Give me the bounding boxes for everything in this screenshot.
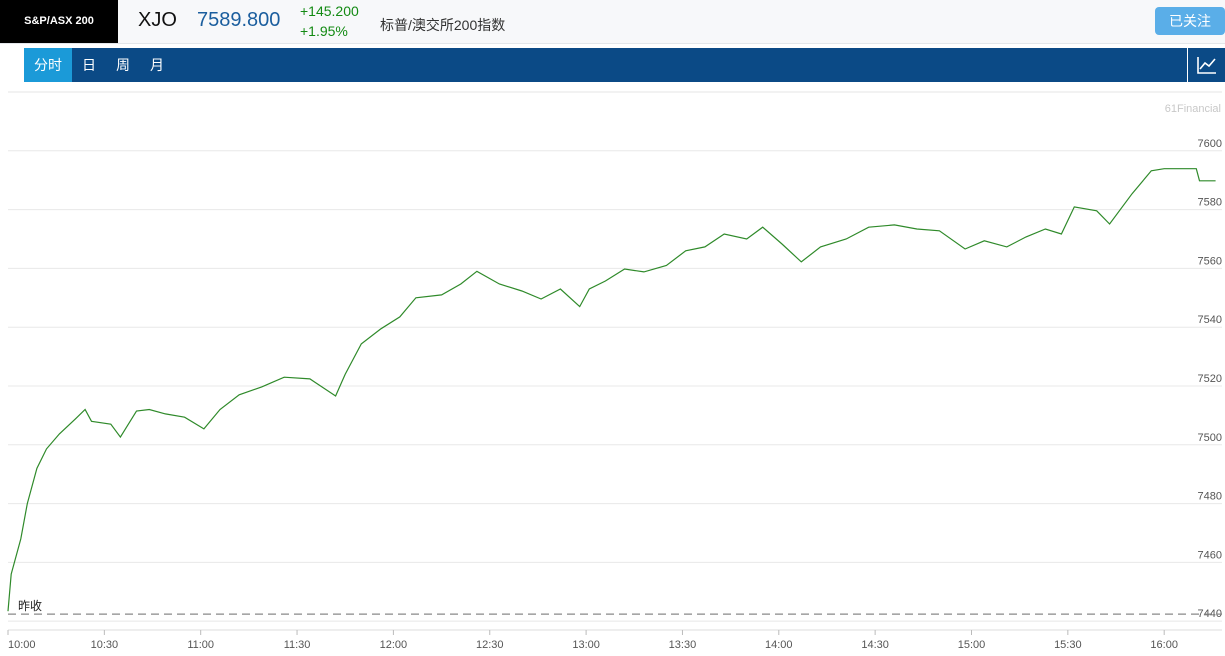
- chart-icon: [1197, 57, 1216, 74]
- x-tick-label: 12:00: [380, 639, 408, 651]
- nav-bar: [24, 48, 1187, 82]
- index-name: 标普/澳交所200指数: [380, 17, 506, 33]
- x-tick-label: 13:30: [669, 639, 697, 651]
- symbol: XJO: [138, 9, 177, 31]
- y-tick-label: 7460: [1198, 549, 1222, 561]
- x-tick-label: 10:30: [91, 639, 119, 651]
- y-tick-label: 7580: [1198, 197, 1222, 209]
- tab[interactable]: 周: [116, 57, 130, 73]
- x-tick-label: 12:30: [476, 639, 504, 651]
- x-tick-label: 10:00: [8, 639, 36, 651]
- follow-button[interactable]: 已关注: [1155, 7, 1225, 35]
- logo: S&P/ASX 200: [0, 0, 118, 43]
- x-tick-label: 16:00: [1150, 639, 1178, 651]
- y-tick-label: 7600: [1198, 138, 1222, 150]
- price-line: [7, 168, 1216, 612]
- y-tick-label: 7560: [1198, 255, 1222, 267]
- x-tick-label: 15:30: [1054, 639, 1082, 651]
- y-tick-label: 7500: [1198, 432, 1222, 444]
- tab[interactable]: 日: [82, 57, 96, 73]
- x-tick-label: 13:00: [572, 639, 600, 651]
- top-bar: [0, 0, 1225, 44]
- tab[interactable]: 月: [150, 57, 164, 73]
- y-tick-label: 7540: [1198, 314, 1222, 326]
- y-tick-label: 7480: [1198, 491, 1222, 503]
- change: +145.200: [300, 3, 359, 19]
- change-pct: +1.95%: [300, 23, 348, 39]
- price: 7589.800: [197, 9, 281, 31]
- x-tick-label: 14:30: [861, 639, 889, 651]
- x-tick-label: 11:30: [284, 639, 311, 651]
- y-tick-label: 7520: [1198, 373, 1222, 385]
- x-tick-label: 14:00: [765, 639, 793, 651]
- x-tick-label: 15:00: [958, 639, 986, 651]
- chart-icon-button[interactable]: [1188, 48, 1225, 82]
- x-tick-label: 11:00: [187, 639, 214, 651]
- reference-label: 昨收: [18, 599, 42, 613]
- watermark: 61Financial: [1165, 103, 1221, 115]
- tab[interactable]: 分时: [24, 48, 72, 82]
